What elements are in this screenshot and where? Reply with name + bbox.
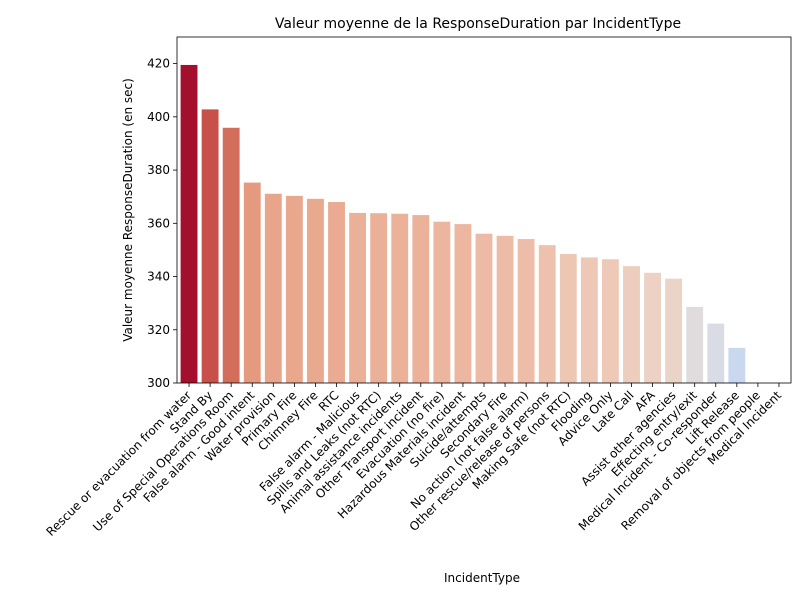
bar-24 — [686, 306, 704, 383]
bar-12 — [433, 221, 451, 383]
bar-17 — [538, 245, 556, 383]
bar-13 — [454, 224, 472, 383]
bar-14 — [475, 233, 493, 383]
bar-18 — [559, 253, 577, 383]
bar-11 — [412, 215, 430, 383]
y-axis-label: Valeur moyenne ResponseDuration (en sec) — [121, 78, 135, 342]
y-tick-label-3: 360 — [147, 216, 170, 230]
y-tick-label-1: 320 — [147, 323, 170, 337]
bar-3 — [243, 182, 261, 383]
bars-group — [180, 64, 746, 383]
bar-0 — [180, 64, 198, 383]
bar-6 — [307, 198, 324, 383]
bar-19 — [580, 257, 598, 383]
y-tick-label-5: 400 — [147, 110, 170, 124]
bar-9 — [370, 213, 388, 383]
bar-15 — [496, 235, 514, 383]
y-tick-label-2: 340 — [147, 270, 170, 284]
bar-25 — [707, 323, 725, 383]
x-axis-label: IncidentType — [444, 571, 520, 585]
bar-10 — [391, 213, 409, 383]
bar-8 — [349, 212, 367, 383]
bar-20 — [601, 259, 619, 383]
bar-16 — [517, 239, 535, 383]
y-tick-label-0: 300 — [147, 376, 170, 390]
bar-7 — [328, 202, 345, 383]
bar-21 — [623, 266, 640, 383]
y-tick-label-4: 380 — [147, 163, 170, 177]
bar-26 — [728, 347, 746, 383]
bar-1 — [201, 109, 219, 383]
y-axis: 300 320 340 360 380 400 420 — [147, 57, 177, 390]
chart-title: Valeur moyenne de la ResponseDuration pa… — [275, 16, 681, 32]
bar-5 — [285, 195, 303, 383]
bar-22 — [644, 272, 661, 383]
bar-4 — [264, 193, 282, 383]
y-tick-label-6: 420 — [147, 57, 170, 71]
bar-2 — [222, 127, 240, 383]
bar-23 — [665, 278, 683, 383]
